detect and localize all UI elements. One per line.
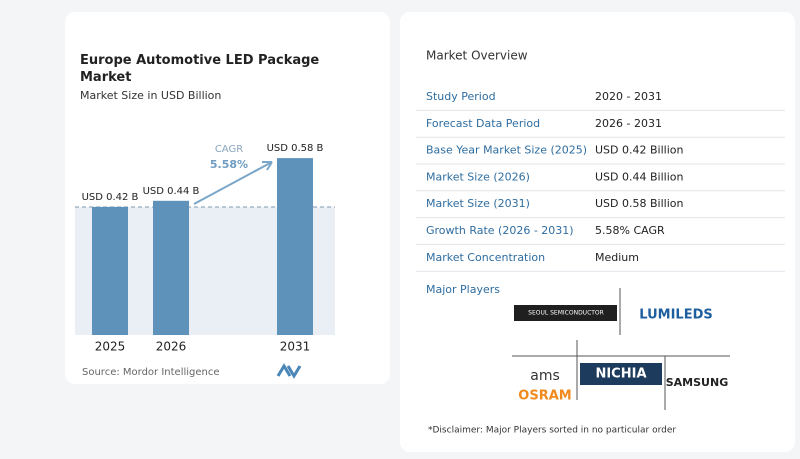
bar bbox=[277, 158, 313, 335]
value-label: USD 0.42 B bbox=[82, 192, 139, 203]
bar bbox=[92, 206, 128, 335]
row-label: Market Concentration bbox=[426, 251, 545, 264]
cagr-arrowhead bbox=[262, 161, 273, 171]
chart-subtitle: Market Size in USD Billion bbox=[80, 89, 221, 102]
player-logo: ams bbox=[530, 368, 560, 384]
row-value: Medium bbox=[595, 251, 639, 264]
player-logo: OSRAM bbox=[518, 389, 571, 404]
source: Source: Mordor Intelligence bbox=[82, 367, 220, 378]
bar bbox=[153, 200, 189, 335]
cagr-arrow bbox=[193, 161, 273, 205]
value-label: USD 0.44 B bbox=[143, 186, 200, 197]
cagr-label: CAGR bbox=[215, 144, 243, 155]
player-logo: SAMSUNG bbox=[666, 376, 728, 389]
logo-mark bbox=[276, 363, 302, 379]
x-tick-label: 2026 bbox=[156, 340, 187, 354]
row-value: 5.58% CAGR bbox=[595, 224, 665, 237]
player-logo: SEOUL SEMICONDUCTOR bbox=[528, 310, 604, 317]
row-label: Market Size (2026) bbox=[426, 170, 530, 183]
x-tick-label: 2025 bbox=[95, 340, 126, 354]
row-label: Market Size (2031) bbox=[426, 197, 530, 210]
row-label: Study Period bbox=[426, 90, 496, 103]
overview-title: Market Overview bbox=[426, 49, 528, 63]
cagr-value: 5.58% bbox=[210, 158, 248, 171]
row-value: USD 0.58 Billion bbox=[595, 197, 683, 210]
row-value: 2020 - 2031 bbox=[595, 90, 662, 103]
value-label: USD 0.58 B bbox=[267, 143, 324, 154]
row-value: 2026 - 2031 bbox=[595, 117, 662, 130]
x-tick-label: 2031 bbox=[280, 340, 311, 354]
row-value: USD 0.44 Billion bbox=[595, 170, 683, 183]
players-title: Major Players bbox=[426, 283, 500, 296]
row-label: Forecast Data Period bbox=[426, 117, 540, 130]
overview-card bbox=[400, 12, 795, 452]
disclaimer: *Disclaimer: Major Players sorted in no … bbox=[428, 426, 676, 436]
chart-title: Europe Automotive LED Package Market bbox=[80, 53, 319, 85]
players-grid bbox=[512, 288, 730, 410]
row-value: USD 0.42 Billion bbox=[595, 144, 683, 157]
player-logo: LUMILEDS bbox=[639, 308, 712, 323]
row-label: Growth Rate (2026 - 2031) bbox=[426, 224, 574, 237]
player-logo: NICHIA bbox=[595, 367, 646, 382]
nichia-logo-bg bbox=[580, 363, 662, 385]
seoul-logo-bg bbox=[514, 305, 617, 321]
row-label: Base Year Market Size (2025) bbox=[426, 144, 587, 157]
